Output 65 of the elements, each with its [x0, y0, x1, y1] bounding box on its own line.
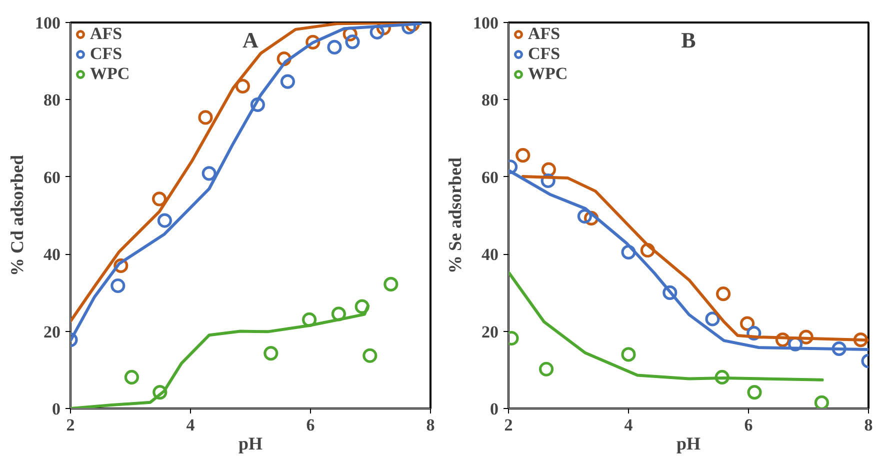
point: [621, 244, 636, 260]
x-tick-label: 8: [426, 416, 435, 434]
point: [716, 286, 731, 302]
y-tick-label: 0: [490, 400, 498, 418]
legend-label: AFS: [90, 24, 122, 44]
point: [662, 285, 678, 300]
y-tick-label: 100: [473, 14, 498, 32]
point: [798, 330, 814, 344]
point: [157, 213, 172, 228]
point: [516, 148, 530, 163]
x-tick-label: 4: [186, 416, 196, 434]
legend-label: CFS: [90, 44, 122, 64]
point: [152, 192, 167, 206]
y-tick-label: 40: [482, 245, 498, 264]
point: [362, 348, 378, 363]
point: [235, 78, 250, 94]
legend-label: WPC: [90, 64, 130, 84]
chart-title: B: [681, 28, 696, 52]
point: [539, 362, 554, 376]
point: [640, 242, 655, 258]
x-tick-label: 2: [66, 416, 75, 434]
x-tick-label: 2: [504, 416, 513, 434]
y-tick-label: 40: [44, 245, 60, 264]
point: [152, 385, 168, 400]
x-tick-label: 8: [864, 416, 873, 434]
point: [202, 166, 216, 181]
point: [327, 40, 342, 54]
point: [198, 110, 213, 125]
point: [384, 276, 398, 292]
y-tick-label: 20: [482, 322, 498, 342]
x-tick-label: 6: [306, 416, 315, 434]
point: [775, 332, 790, 348]
y-tick-label: 20: [44, 322, 60, 342]
point: [331, 306, 346, 322]
point: [345, 34, 360, 50]
y-tick-label: 100: [35, 14, 60, 32]
legend-label: WPC: [528, 64, 568, 84]
line-series: [508, 272, 824, 382]
point: [280, 74, 295, 89]
y-tick-label: 60: [482, 168, 498, 187]
point: [747, 385, 762, 400]
point: [714, 370, 730, 385]
x-tick-label: 6: [744, 416, 753, 434]
y-tick-label: 60: [44, 168, 60, 187]
point: [577, 208, 592, 224]
y-tick-label: 0: [52, 400, 60, 418]
point: [832, 341, 846, 356]
y-tick-label: 80: [482, 90, 498, 110]
point: [621, 347, 636, 362]
point: [302, 312, 317, 328]
point: [250, 97, 265, 112]
x-tick-label: 4: [624, 416, 634, 434]
y-axis-title: % Se adsorbed: [445, 157, 465, 274]
point: [814, 395, 829, 408]
y-tick-label: 80: [44, 90, 60, 110]
x-axis-title: pH: [676, 434, 701, 454]
x-axis-title: pH: [238, 434, 263, 454]
legend-label: AFS: [528, 24, 560, 44]
legend-label: CFS: [528, 44, 560, 64]
chart-title: A: [242, 28, 259, 52]
point: [124, 370, 139, 385]
point: [110, 278, 126, 294]
y-axis-title: % Cd adsorbed: [7, 154, 27, 276]
point: [370, 24, 384, 40]
point: [264, 346, 278, 361]
